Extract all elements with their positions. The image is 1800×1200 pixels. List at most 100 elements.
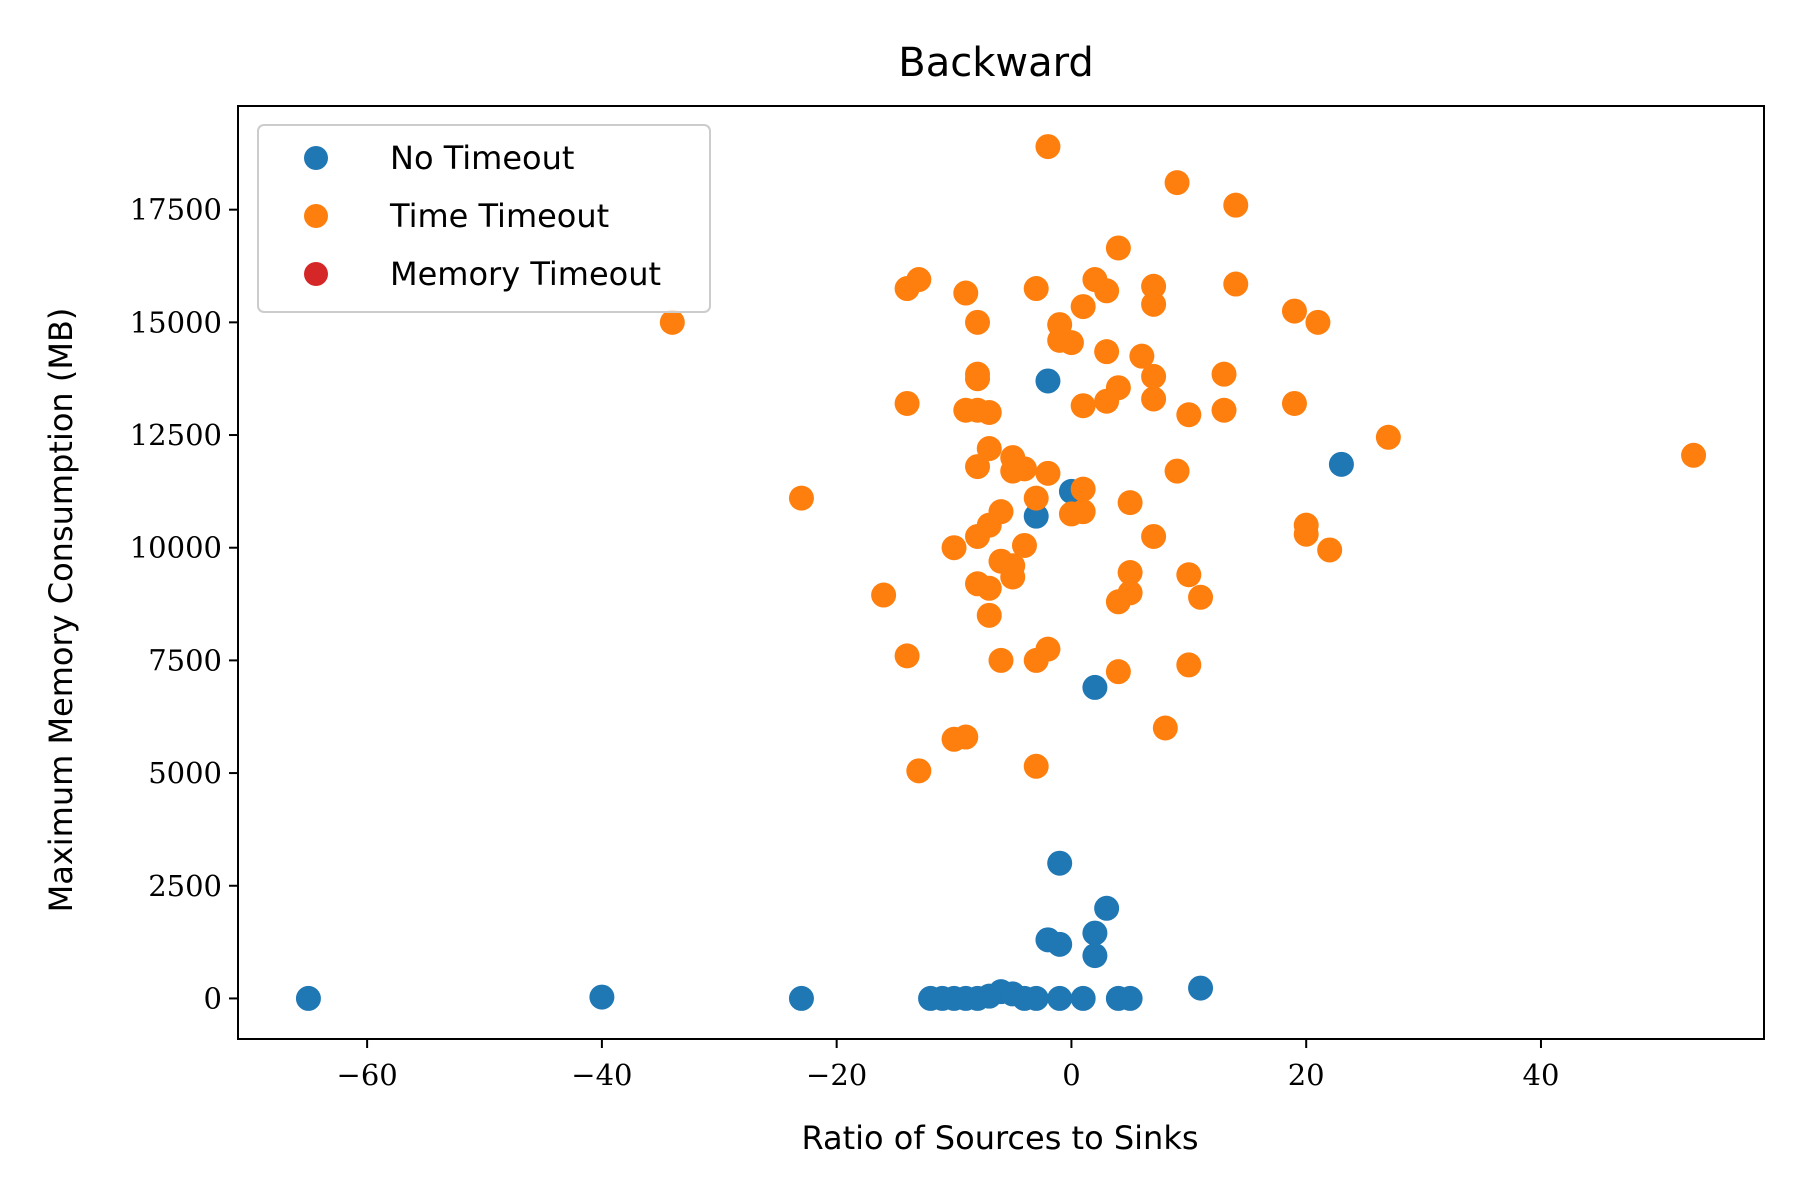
legend-label: No Timeout [390,139,574,177]
data-point [1047,931,1073,957]
data-point [1070,985,1096,1011]
x-tick-label: 0 [1062,1058,1080,1092]
data-point [295,985,321,1011]
data-point [1164,170,1190,196]
data-point [1094,278,1120,304]
data-point [1011,532,1037,558]
y-tick-label: 7500 [148,643,222,677]
data-point [788,985,814,1011]
data-point [965,454,991,480]
data-point [965,309,991,335]
legend-marker [304,146,328,170]
data-point [1317,537,1343,563]
data-point [1188,975,1214,1001]
legend-marker [304,204,328,228]
data-point [988,647,1014,673]
data-point [1023,753,1049,779]
data-point [906,267,932,293]
legend: No Timeout Time Timeout Memory Timeout [257,124,711,313]
points-layer [295,134,1707,1011]
data-point [1070,499,1096,525]
data-point [871,582,897,608]
data-point [788,485,814,511]
data-point [1305,309,1331,335]
data-point [1105,659,1131,685]
data-point [953,280,979,306]
data-point [1141,386,1167,412]
data-point [1035,636,1061,662]
data-point [1164,458,1190,484]
y-tick-label: 0 [204,981,222,1015]
data-point [1058,330,1084,356]
data-point [1281,390,1307,416]
data-point [1117,560,1143,585]
data-point [1117,490,1143,516]
data-point [1023,276,1049,302]
data-point [1070,294,1096,320]
data-point [1047,850,1073,876]
chart-title: Backward [898,40,1093,86]
data-point [1023,503,1049,529]
legend-marker [304,262,328,286]
data-point [1141,291,1167,317]
plot-frame [237,105,1765,1040]
data-point [1105,375,1131,401]
data-point [976,436,1002,462]
legend-box [257,124,711,313]
data-point [1176,562,1202,588]
x-tick-label: −20 [806,1058,867,1092]
data-point [1082,920,1108,946]
data-point [1129,343,1155,369]
data-point [1105,235,1131,261]
data-point [1000,553,1026,579]
data-point [1070,393,1096,419]
x-axis-label: Ratio of Sources to Sinks [801,1119,1198,1157]
data-point [1141,363,1167,389]
data-point [1117,985,1143,1011]
data-point [1094,895,1120,921]
data-point [1023,485,1049,511]
data-point [1681,442,1707,468]
data-point [1035,460,1061,486]
data-point [953,724,979,750]
y-tick-label: 17500 [130,193,222,227]
x-tick-label: 40 [1523,1058,1560,1092]
data-point [1011,456,1037,482]
data-point [1023,985,1049,1011]
data-point [1211,397,1237,423]
x-tick-label: −40 [571,1058,632,1092]
y-tick-label: 5000 [148,756,222,790]
legend-label: Memory Timeout [390,255,661,293]
data-point [1035,368,1061,394]
data-point [1328,451,1354,477]
data-point [1094,339,1120,365]
data-point [1141,523,1167,549]
data-point [988,499,1014,525]
data-point [659,309,685,335]
y-axis-label: Maximum Memory Consumption (MB) [42,308,80,913]
data-point [1082,674,1108,700]
y-tick-label: 10000 [130,531,222,565]
data-point [906,758,932,784]
legend-label: Time Timeout [389,197,609,235]
data-point [1035,134,1061,160]
data-point [1141,273,1167,299]
data-point [1293,521,1319,547]
y-tick-label: 12500 [130,418,222,452]
data-point [976,399,1002,425]
data-point [1188,584,1214,610]
y-tick-label: 2500 [148,869,222,903]
data-point [1152,715,1178,741]
x-tick-label: −60 [337,1058,398,1092]
data-point [1047,985,1073,1011]
data-point [1117,580,1143,606]
data-point [941,535,967,561]
data-point [965,361,991,387]
data-point [1070,476,1096,502]
data-point [894,643,920,669]
data-point [1211,361,1237,387]
data-point [1223,271,1249,297]
data-point [976,602,1002,628]
y-tick-label: 15000 [130,305,222,339]
